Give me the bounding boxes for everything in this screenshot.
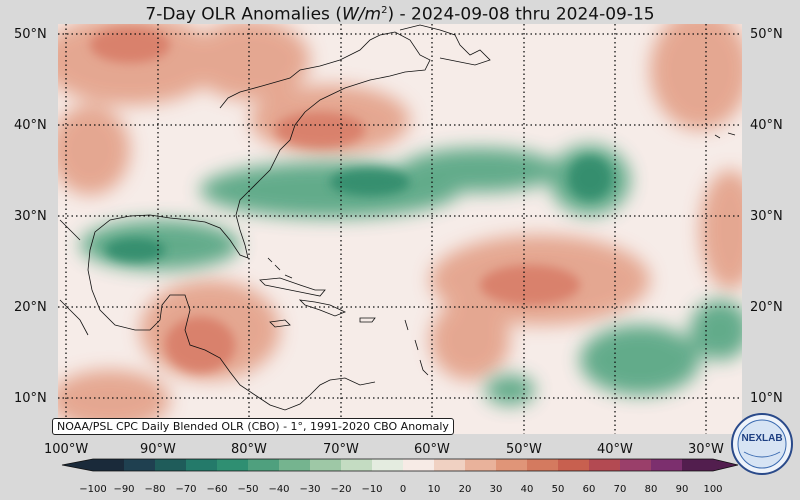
colorbar-tick-label: −60	[206, 484, 228, 495]
colorbar-segment	[372, 459, 404, 471]
colorbar-tick-label: −80	[144, 484, 166, 495]
lat-label-right: 20°N	[750, 300, 783, 315]
lat-label-left: 30°N	[14, 209, 47, 224]
lat-label-right: 40°N	[750, 118, 783, 133]
colorbar-segment	[93, 459, 125, 471]
colorbar-tick-label: −50	[237, 484, 259, 495]
graticule	[58, 24, 742, 434]
colorbar-tick-label: 30	[489, 484, 503, 495]
colorbar-tick-label: 80	[644, 484, 658, 495]
lon-label: 50°W	[506, 442, 542, 457]
lon-label: 80°W	[231, 442, 267, 457]
colorbar-segment	[434, 459, 466, 471]
colorbar-tick-label: 50	[551, 484, 565, 495]
colorbar-tick-label: −90	[113, 484, 135, 495]
colorbar-tick-label: 20	[458, 484, 472, 495]
map-title: 7-Day OLR Anomalies (W/m2) - 2024-09-08 …	[0, 0, 800, 26]
lon-label: 30°W	[688, 442, 724, 457]
title-unit-exp: 2	[381, 5, 388, 16]
colorbar-tick-label: 60	[582, 484, 596, 495]
colorbar-tick-label: −40	[268, 484, 290, 495]
title-suffix: ) - 2024-09-08 thru 2024-09-15	[387, 4, 655, 25]
title-prefix: 7-Day OLR Anomalies (	[145, 4, 342, 25]
colorbar-tick-label: −30	[299, 484, 321, 495]
colorbar	[61, 458, 739, 472]
colorbar-segment	[620, 459, 652, 471]
colorbar-tick-label: 90	[675, 484, 689, 495]
positive-anomaly-regions	[58, 24, 742, 430]
data-source-credit: NOAA/PSL CPC Daily Blended OLR (CBO) - 1…	[52, 418, 454, 435]
lat-label-left: 10°N	[14, 391, 47, 406]
colorbar-segment	[310, 459, 342, 471]
colorbar-segment	[403, 459, 435, 471]
colorbar-tick-label: 40	[520, 484, 534, 495]
colorbar-segment	[651, 459, 683, 471]
lat-label-left: 40°N	[14, 118, 47, 133]
colorbar-tick-label: 0	[399, 484, 407, 495]
nexlab-logo: NEXLAB	[731, 413, 793, 475]
colorbar-segment	[465, 459, 497, 471]
colorbar-tick-label: −10	[361, 484, 383, 495]
lon-label: 60°W	[414, 442, 450, 457]
lon-label: 100°W	[44, 442, 89, 457]
lat-label-right: 50°N	[750, 27, 783, 42]
logo-text: NEXLAB	[741, 433, 782, 444]
coastlines	[59, 24, 736, 411]
colorbar-segment	[341, 459, 373, 471]
colorbar-tick-label: 70	[613, 484, 627, 495]
colorbar-tick-label: −70	[175, 484, 197, 495]
colorbar-tick-label: −20	[330, 484, 352, 495]
lon-label: 70°W	[323, 442, 359, 457]
colorbar-segment	[279, 459, 311, 471]
colorbar-segment	[496, 459, 528, 471]
colorbar-segment	[186, 459, 218, 471]
colorbar-tick-label: 10	[427, 484, 441, 495]
colorbar-segment	[589, 459, 621, 471]
colorbar-segment	[682, 459, 714, 471]
colorbar-arrow-right	[713, 459, 738, 471]
colorbar-segment	[155, 459, 187, 471]
colorbar-segment	[248, 459, 280, 471]
lat-label-left: 20°N	[14, 300, 47, 315]
colorbar-tick-label: −100	[79, 484, 107, 495]
lat-label-left: 50°N	[14, 27, 47, 42]
colorbar-segment	[124, 459, 156, 471]
lon-label: 40°W	[597, 442, 633, 457]
colorbar-segment	[527, 459, 559, 471]
colorbar-arrow-left	[62, 459, 93, 471]
lon-label: 90°W	[140, 442, 176, 457]
lat-label-right: 10°N	[750, 391, 783, 406]
title-unit-base: W/m	[341, 4, 382, 25]
colorbar-segment	[217, 459, 249, 471]
lat-label-right: 30°N	[750, 209, 783, 224]
colorbar-tick-label: 100	[703, 484, 723, 495]
colorbar-segment	[558, 459, 590, 471]
